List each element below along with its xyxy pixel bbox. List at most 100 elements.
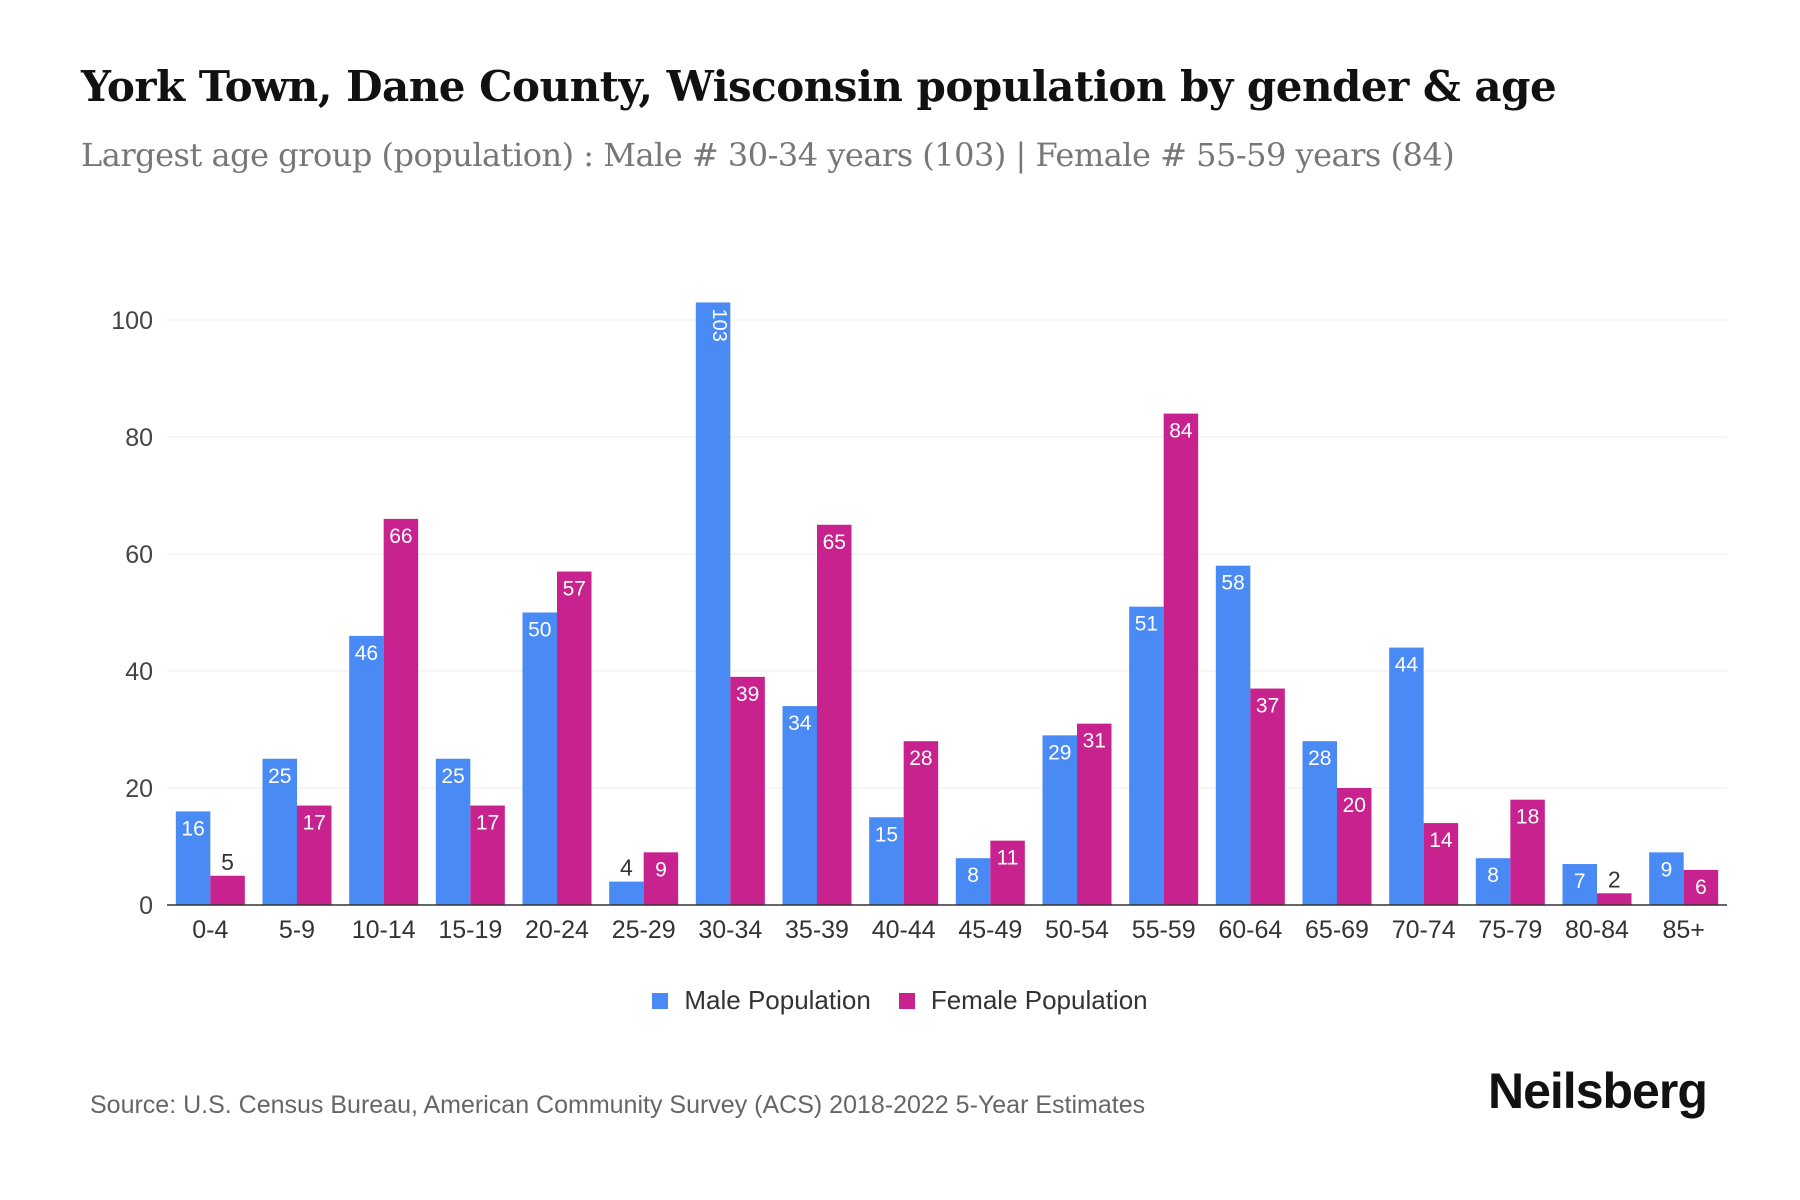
bar-male [1475,858,1511,905]
data-label: 28 [909,747,932,770]
data-label: 9 [655,858,667,881]
y-tick-label: 40 [125,658,153,686]
data-label: 6 [1695,876,1707,899]
x-tick-label: 15-19 [438,916,502,944]
data-label: 103 [708,308,730,341]
y-tick-label: 20 [125,775,153,803]
bar-male [1042,735,1077,905]
bar-male [955,858,991,905]
legend-item-male[interactable]: Male Population [652,985,871,1016]
bar-male [1389,647,1424,905]
data-label: 17 [303,812,326,835]
bar-female [1423,823,1459,905]
bar-male [1562,864,1597,905]
x-tick-label: 60-64 [1218,916,1282,944]
bar-female [383,518,419,905]
data-label: 8 [967,864,979,887]
bar-female [903,741,939,905]
data-label: 18 [1516,806,1539,829]
data-label: 46 [355,642,378,665]
data-label: 37 [1256,695,1279,718]
x-tick-label: 80-84 [1565,916,1629,944]
x-tick-label: 20-24 [525,916,589,944]
data-label: 9 [1661,858,1673,881]
data-label: 15 [875,823,898,846]
bar-female [1337,788,1372,905]
chart-subtitle: Largest age group (population) : Male # … [81,136,1455,174]
source-note: Source: U.S. Census Bureau, American Com… [90,1091,1146,1119]
data-label: 31 [1083,730,1106,753]
data-label: 7 [1574,870,1586,893]
bar-male [695,302,731,905]
x-tick-label: 45-49 [958,916,1022,944]
data-label: 4 [620,855,633,881]
x-tick-label: 0-4 [192,916,228,944]
data-label: 17 [476,812,499,835]
bar-female [990,840,1025,905]
data-label: 39 [736,683,759,706]
bar-female [210,875,245,905]
x-tick-label: 30-34 [698,916,762,944]
bar-male [782,706,817,905]
bar-female [1163,413,1199,905]
bar-female [1683,869,1719,905]
data-label: 66 [389,525,412,548]
bar-male [435,758,471,905]
neilsberg-logo: Neilsberg [1488,1063,1708,1119]
bar-chart: 0204060801001650-425175-9466610-14251715… [111,302,1727,944]
x-tick-label: 25-29 [612,916,676,944]
legend-label-male: Male Population [684,985,871,1015]
chart-title: York Town, Dane County, Wisconsin popula… [81,62,1557,111]
y-tick-label: 100 [111,307,153,335]
data-label: 65 [823,531,846,554]
bar-female [297,805,332,905]
bar-female [730,676,765,905]
data-label: 58 [1221,572,1244,595]
data-label: 50 [528,619,551,642]
bar-male [349,635,384,905]
x-tick-label: 35-39 [785,916,849,944]
bar-female [817,524,852,905]
x-tick-label: 55-59 [1132,916,1196,944]
legend-swatch-female [898,992,915,1009]
bar-male [609,881,644,905]
bar-male [1129,606,1164,905]
data-label: 5 [221,849,234,875]
x-tick-label: 85+ [1662,916,1704,944]
data-label: 25 [441,765,464,788]
bar-female [1077,723,1112,905]
legend-swatch-male [652,992,669,1009]
legend-item-female[interactable]: Female Population [898,985,1148,1016]
data-label: 11 [997,847,1019,870]
data-label: 2 [1608,866,1621,892]
data-label: 8 [1487,864,1499,887]
y-tick-label: 60 [125,541,153,569]
x-tick-label: 70-74 [1392,916,1456,944]
bar-male [262,758,297,905]
x-tick-label: 50-54 [1045,916,1109,944]
bar-male [522,612,557,905]
data-label: 34 [788,712,812,735]
data-label: 20 [1343,794,1366,817]
data-label: 29 [1048,741,1071,764]
data-label: 44 [1395,654,1419,677]
x-tick-label: 40-44 [872,916,936,944]
bar-male [1215,565,1251,905]
bar-female [470,805,505,905]
data-label: 57 [563,578,586,601]
bar-female [1597,893,1632,905]
data-label: 28 [1308,747,1331,770]
data-label: 84 [1169,420,1193,443]
x-tick-label: 75-79 [1478,916,1542,944]
x-tick-label: 65-69 [1305,916,1369,944]
data-label: 51 [1135,613,1158,636]
data-label: 14 [1429,829,1453,852]
y-tick-label: 80 [125,424,153,452]
y-tick-label: 0 [139,892,153,920]
legend-label-female: Female Population [930,985,1148,1015]
legend: Male Population Female Population [0,985,1800,1016]
bar-male [175,811,211,905]
bar-female [1510,799,1545,905]
bar-male [1649,852,1684,905]
bar-female [1250,688,1285,905]
